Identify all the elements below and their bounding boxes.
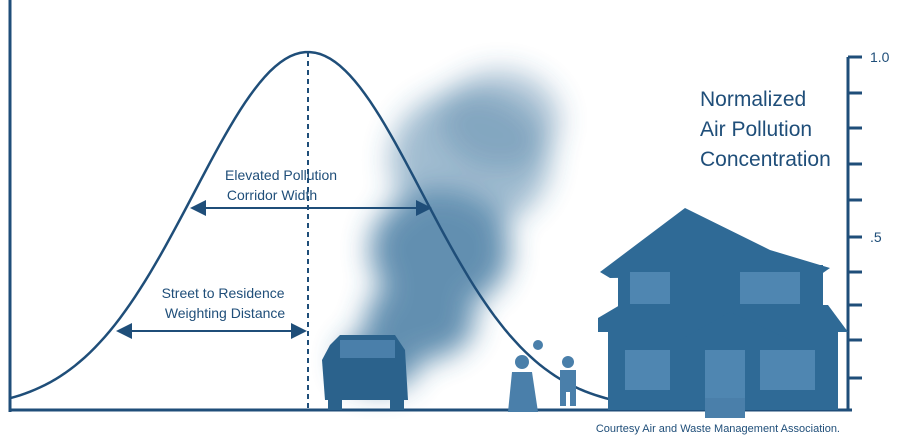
house bbox=[598, 208, 848, 418]
corridor-label: Elevated Pollution Corridor Width bbox=[225, 167, 341, 203]
axis-title: Normalized Air Pollution Concentration bbox=[700, 88, 831, 171]
children bbox=[508, 340, 576, 412]
title-line: Air Pollution bbox=[700, 118, 812, 141]
title-line: Concentration bbox=[700, 148, 831, 171]
label-line: Corridor Width bbox=[227, 187, 317, 203]
diagram: Elevated Pollution Corridor Width Street… bbox=[0, 0, 906, 438]
distance-label: Street to Residence Weighting Distance bbox=[162, 285, 289, 321]
car bbox=[322, 335, 408, 410]
tick-label: .5 bbox=[870, 229, 882, 245]
title-line: Normalized bbox=[700, 88, 806, 111]
tick-label: 1.0 bbox=[870, 49, 890, 65]
credit: Courtesy Air and Waste Management Associ… bbox=[596, 423, 840, 435]
label-line: Elevated Pollution bbox=[225, 167, 337, 183]
label-line: Street to Residence bbox=[162, 285, 285, 301]
label-line: Weighting Distance bbox=[165, 305, 286, 321]
